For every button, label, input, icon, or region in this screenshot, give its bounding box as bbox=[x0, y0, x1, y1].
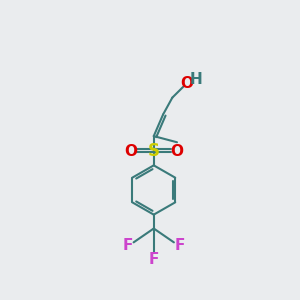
Text: F: F bbox=[123, 238, 134, 253]
Text: F: F bbox=[148, 252, 159, 267]
Text: F: F bbox=[174, 238, 184, 253]
Text: O: O bbox=[170, 144, 184, 159]
Text: S: S bbox=[148, 142, 160, 160]
Text: O: O bbox=[124, 144, 137, 159]
Text: H: H bbox=[189, 72, 202, 87]
Text: O: O bbox=[181, 76, 194, 91]
